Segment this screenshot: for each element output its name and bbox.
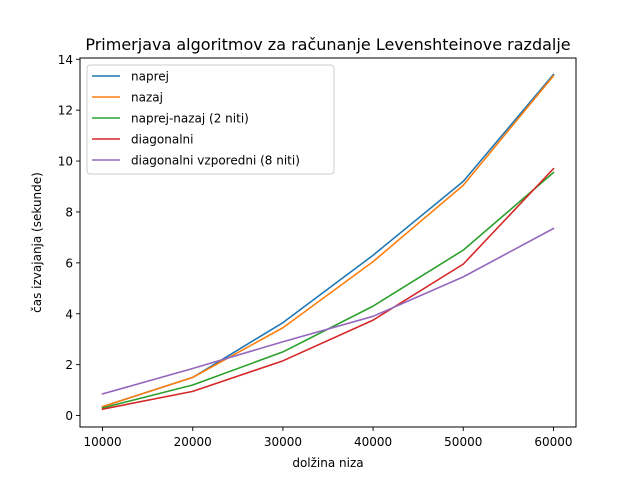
x-tick-label: 60000 — [534, 435, 572, 449]
y-tick-label: 10 — [58, 155, 73, 169]
x-tick-label: 30000 — [264, 435, 302, 449]
x-tick-label: 40000 — [354, 435, 392, 449]
legend-label: diagonalni — [131, 133, 194, 147]
legend-label: diagonalni vzporedni (8 niti) — [131, 154, 300, 168]
y-tick-label: 0 — [65, 409, 73, 423]
legend-label: nazaj — [131, 91, 163, 105]
legend-label: naprej — [131, 70, 169, 84]
x-tick-label: 10000 — [83, 435, 121, 449]
y-tick-label: 14 — [58, 53, 73, 67]
plot-area — [101, 73, 555, 411]
legend-label: naprej-nazaj (2 niti) — [131, 112, 249, 126]
series-line-2 — [101, 74, 555, 408]
chart-title: Primerjava algoritmov za računanje Leven… — [85, 35, 570, 54]
axis-ticks: 10000 20000 30000 40000 50000 60000 0 2 4 6 8 10 12 1… — [58, 53, 573, 449]
y-tick-label: 2 — [65, 358, 73, 372]
series-line-4 — [101, 167, 555, 411]
x-tick-label: 50000 — [444, 435, 482, 449]
y-axis-label: čas izvajanja (sekunde) — [30, 172, 44, 313]
legend-box — [86, 64, 335, 175]
x-tick-label: 20000 — [174, 435, 212, 449]
legend: naprej nazaj naprej-nazaj (2 niti) diagonal… — [86, 64, 335, 175]
axes-frame — [79, 57, 577, 428]
y-tick-label: 8 — [65, 205, 73, 219]
x-axis-label: dolžina niza — [292, 456, 363, 470]
series-line-5 — [101, 227, 555, 395]
y-tick-label: 12 — [58, 104, 73, 118]
y-tick-label: 6 — [65, 256, 73, 270]
y-tick-label: 4 — [65, 307, 73, 321]
